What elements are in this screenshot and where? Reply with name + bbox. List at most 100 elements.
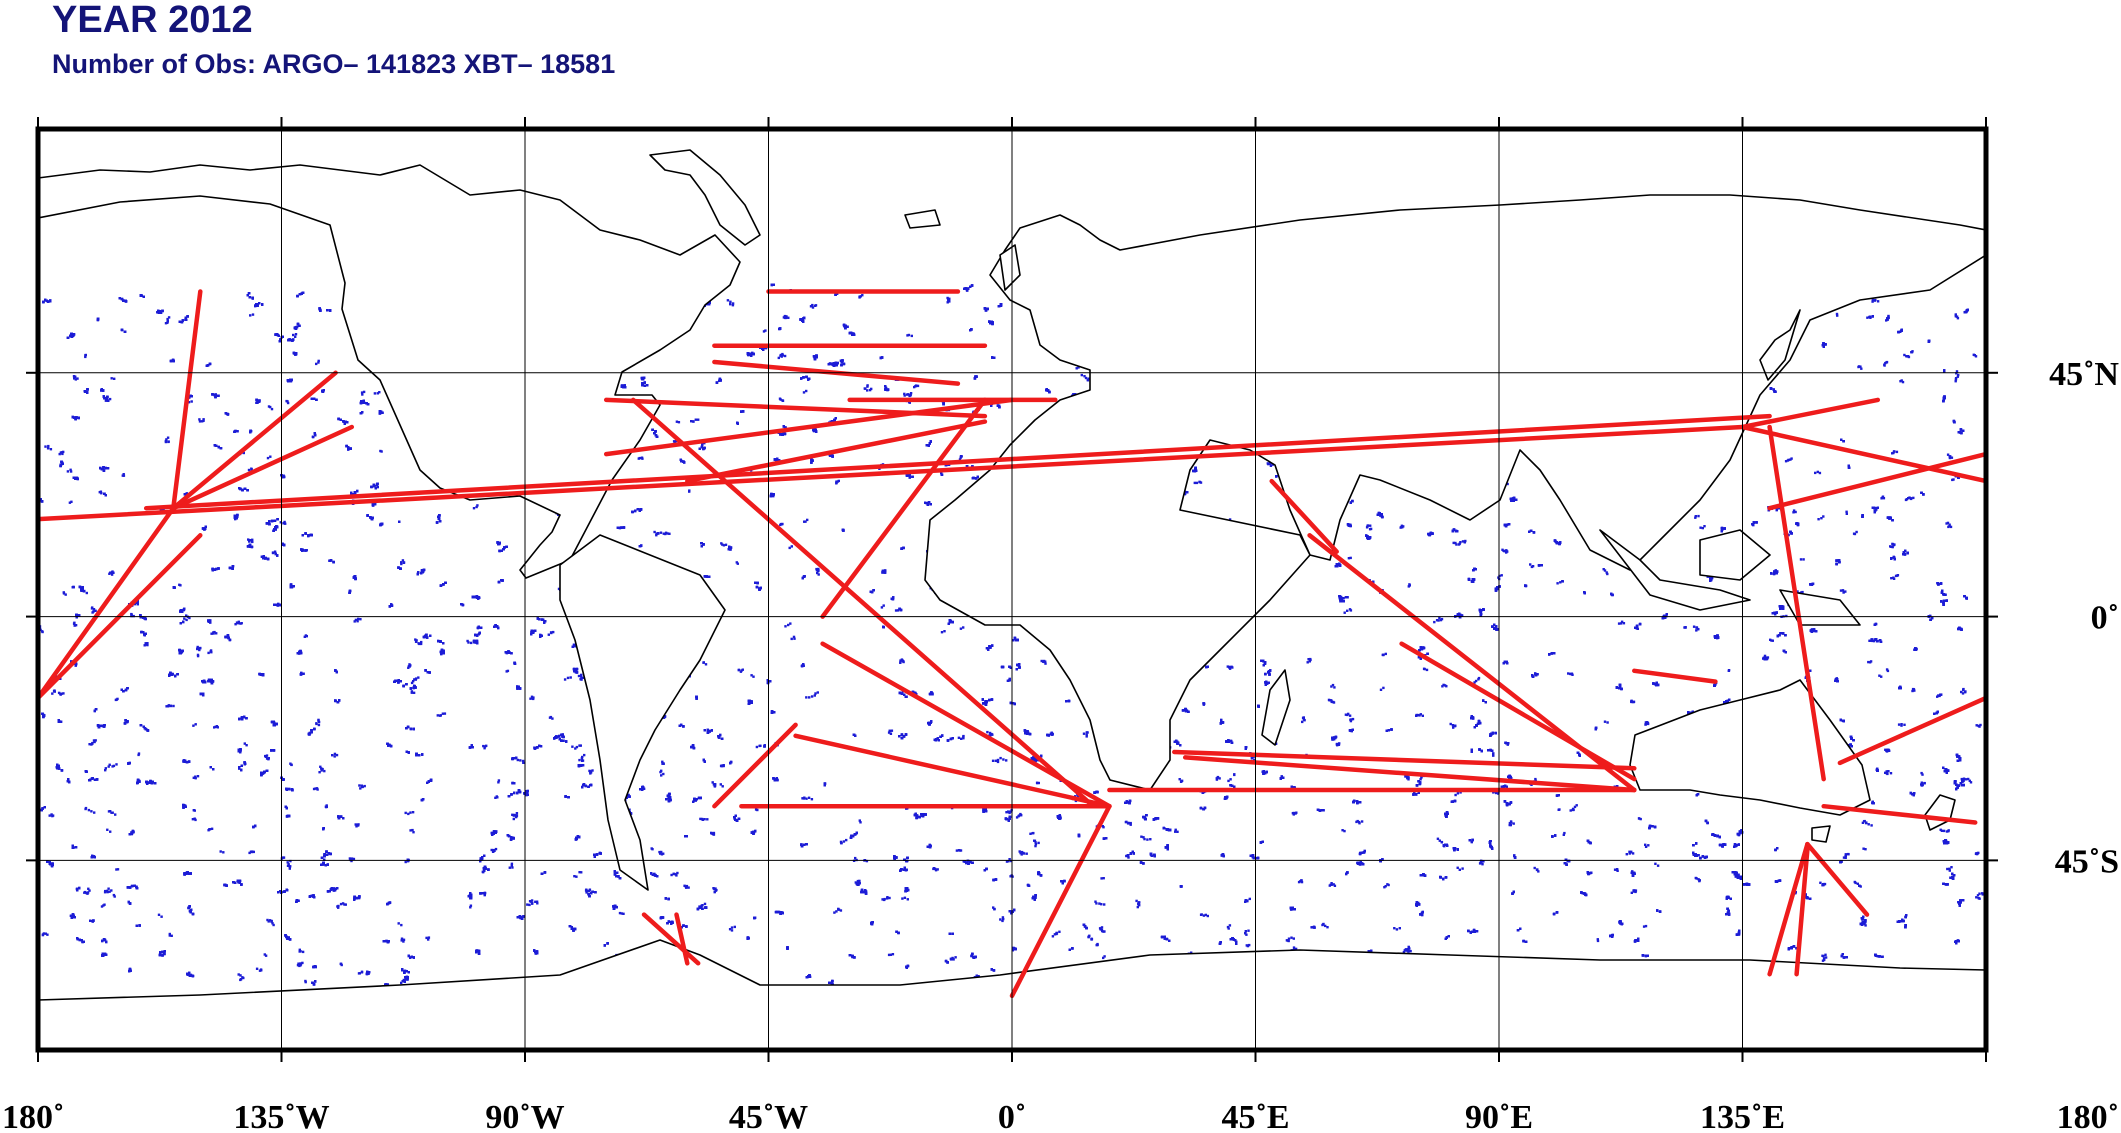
argo-dot: [1293, 947, 1296, 950]
argo-dot: [411, 828, 414, 832]
argo-dot: [1479, 861, 1482, 864]
argo-dot: [245, 744, 248, 747]
argo-dot: [866, 389, 869, 392]
argo-dot: [1656, 864, 1660, 867]
argo-dot: [380, 450, 383, 453]
argo-dot: [361, 393, 364, 396]
argo-dot: [1794, 510, 1797, 514]
argo-dot: [1349, 609, 1353, 612]
argo-dot: [1406, 948, 1410, 951]
argo-dot: [1463, 541, 1466, 544]
argo-dot: [807, 796, 811, 799]
argo-dot: [48, 814, 51, 817]
argo-dot: [526, 903, 529, 906]
argo-dot: [1792, 509, 1796, 512]
argo-dot: [1384, 885, 1387, 888]
argo-dot: [84, 354, 87, 357]
argo-dot: [219, 850, 222, 853]
argo-dot: [1533, 866, 1536, 870]
argo-dot: [1866, 316, 1869, 319]
argo-dot: [1947, 525, 1950, 529]
argo-dot: [90, 810, 93, 813]
argo-dot: [710, 832, 714, 835]
argo-dot: [298, 950, 301, 953]
argo-dot: [1908, 496, 1911, 499]
argo-dot: [814, 304, 818, 307]
argo-dot: [1979, 723, 1982, 727]
argo-dot: [1939, 693, 1943, 696]
argo-dot: [1032, 831, 1035, 835]
argo-dot: [1956, 317, 1960, 320]
argo-dot: [251, 850, 254, 853]
argo-dot: [192, 809, 195, 812]
argo-dot: [409, 829, 412, 832]
argo-dot: [1482, 860, 1485, 863]
argo-dot: [237, 620, 240, 623]
argo-dot: [764, 329, 767, 332]
argo-dot: [1404, 948, 1408, 951]
argo-dot: [781, 352, 784, 356]
argo-dot: [414, 677, 418, 680]
argo-dot: [90, 743, 93, 746]
argo-dot: [1034, 841, 1037, 844]
argo-dot: [779, 522, 783, 526]
argo-dot: [1174, 830, 1177, 833]
argo-dot: [585, 891, 588, 894]
argo-dot: [660, 774, 663, 777]
argo-dot: [1819, 881, 1822, 884]
argo-dot: [816, 571, 819, 575]
argo-dot: [1603, 569, 1607, 572]
argo-dot: [167, 316, 171, 319]
argo-dot: [1596, 938, 1599, 941]
argo-dot: [107, 887, 110, 890]
argo-dot: [1912, 688, 1916, 691]
argo-dot: [1477, 678, 1480, 681]
argo-dot: [269, 455, 272, 458]
argo-dot: [107, 399, 110, 402]
argo-dot: [476, 504, 479, 507]
argo-dot: [1872, 639, 1876, 643]
argo-dot: [187, 401, 191, 404]
argo-dot: [215, 725, 219, 728]
argo-dot: [1955, 315, 1959, 318]
argo-dot: [267, 757, 270, 760]
argo-dot: [902, 660, 905, 663]
argo-dot: [213, 726, 216, 729]
argo-dot: [400, 939, 403, 942]
argo-dot: [516, 758, 519, 762]
argo-dot: [1889, 772, 1893, 775]
argo-dot: [198, 418, 201, 421]
argo-dot: [1480, 860, 1484, 863]
argo-dot: [249, 850, 253, 853]
argo-dot: [907, 393, 910, 396]
argo-dot: [1893, 450, 1896, 453]
argo-dot: [1888, 749, 1891, 752]
argo-dot: [792, 635, 796, 639]
argo-dot: [1421, 714, 1424, 717]
argo-dot: [854, 881, 857, 884]
argo-dot: [662, 762, 665, 765]
argo-dot: [1948, 455, 1952, 458]
argo-dot: [1802, 558, 1805, 561]
argo-dot: [788, 546, 791, 550]
argo-dot: [1001, 916, 1005, 919]
argo-dot: [40, 630, 44, 633]
argo-dot: [1885, 668, 1889, 671]
argo-dot: [1102, 930, 1105, 933]
argo-dot: [1406, 777, 1409, 780]
argo-dot: [1137, 903, 1140, 906]
argo-dot: [1876, 300, 1880, 303]
argo-dot: [1007, 810, 1010, 814]
argo-dot: [1596, 939, 1600, 943]
argo-dot: [1561, 580, 1564, 583]
argo-dot: [1019, 813, 1022, 817]
argo-dot: [513, 813, 516, 817]
argo-dot: [1975, 852, 1978, 855]
argo-dot: [880, 606, 884, 609]
argo-dot: [907, 333, 911, 337]
argo-dot: [1957, 373, 1960, 377]
argo-dot: [102, 904, 105, 907]
argo-dot: [333, 752, 337, 756]
argo-dot: [865, 859, 869, 863]
argo-dot: [1227, 779, 1230, 783]
